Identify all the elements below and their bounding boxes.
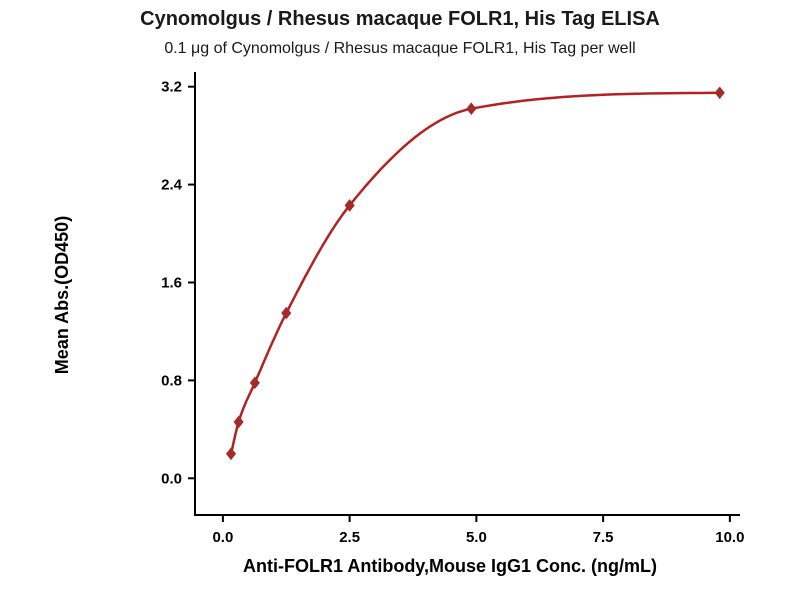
data-point [466,102,477,116]
x-tick-label: 10.0 [715,529,744,546]
data-point [225,447,237,461]
chart-subtitle: 0.1 μg of Cynomolgus / Rhesus macaque FO… [164,40,636,57]
y-tick-label: 0.0 [161,470,182,487]
y-tick-label: 3.2 [161,79,182,96]
fit-curve [229,91,720,455]
x-tick-label: 5.0 [466,529,487,546]
data-point [281,306,292,320]
data-point [233,415,244,429]
y-tick-label: 2.4 [161,177,183,194]
x-tick-label: 7.5 [593,529,614,546]
y-tick-label: 1.6 [161,274,182,291]
x-axis-label: Anti-FOLR1 Antibody,Mouse IgG1 Conc. (ng… [243,556,657,576]
data-point [344,199,355,212]
chart-title: Cynomolgus / Rhesus macaque FOLR1, His T… [140,8,660,30]
data-point [714,86,725,100]
x-tick-label: 2.5 [339,529,360,546]
data-point [249,376,260,390]
x-tick-label: 0.0 [212,529,233,546]
y-tick-label: 0.8 [161,372,182,389]
